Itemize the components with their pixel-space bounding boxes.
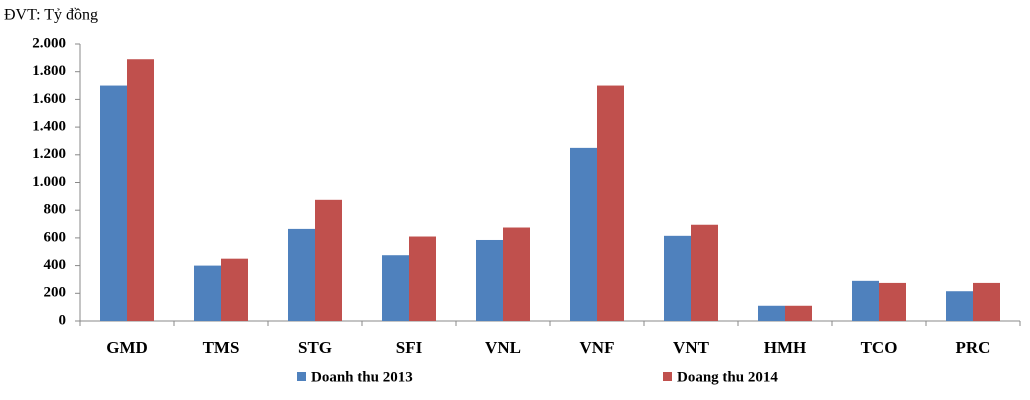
y-tick-label: 1.200 [32,146,66,162]
bar [852,280,879,321]
y-tick-label: 1.600 [32,91,66,107]
legend-swatch [663,372,672,381]
bar [409,236,436,321]
y-tick-label: 600 [44,229,67,245]
bar [194,265,221,321]
bar [691,224,718,321]
x-tick-label: HMH [764,338,807,357]
x-tick-label: VNF [580,338,615,357]
bar [127,59,154,322]
legend-swatch [297,372,306,381]
bar [382,255,409,321]
x-tick-label: TCO [861,338,898,357]
x-tick-label: VNL [485,338,521,357]
bar [946,291,973,321]
bar [664,235,691,321]
unit-label: ĐVT: Tỷ đồng [4,7,98,24]
y-tick-label: 1.800 [32,63,66,79]
y-tick-label: 800 [44,202,67,218]
bar [973,282,1000,321]
x-tick-label: GMD [106,338,148,357]
x-tick-label: VNT [673,338,710,357]
bar [221,258,248,321]
x-tick-label: TMS [203,338,240,357]
bar [315,199,342,321]
bar [503,227,530,321]
bar [570,147,597,321]
y-tick-label: 200 [44,285,67,301]
bar [758,305,785,321]
bar [785,305,812,321]
x-tick-label: SFI [396,338,423,357]
bar [288,228,315,321]
x-tick-label: STG [298,338,332,357]
bar [100,85,127,321]
x-tick-label: PRC [956,338,991,357]
legend-label: Doanh thu 2013 [311,369,413,385]
y-tick-label: 2.000 [32,35,66,51]
bar [476,239,503,321]
legend-label: Doang thu 2014 [677,369,778,385]
y-tick-label: 1.000 [32,174,66,190]
y-tick-label: 400 [44,257,67,273]
y-tick-label: 1.400 [32,119,66,135]
y-tick-label: 0 [59,312,67,328]
bar [597,85,624,321]
bar [879,282,906,321]
